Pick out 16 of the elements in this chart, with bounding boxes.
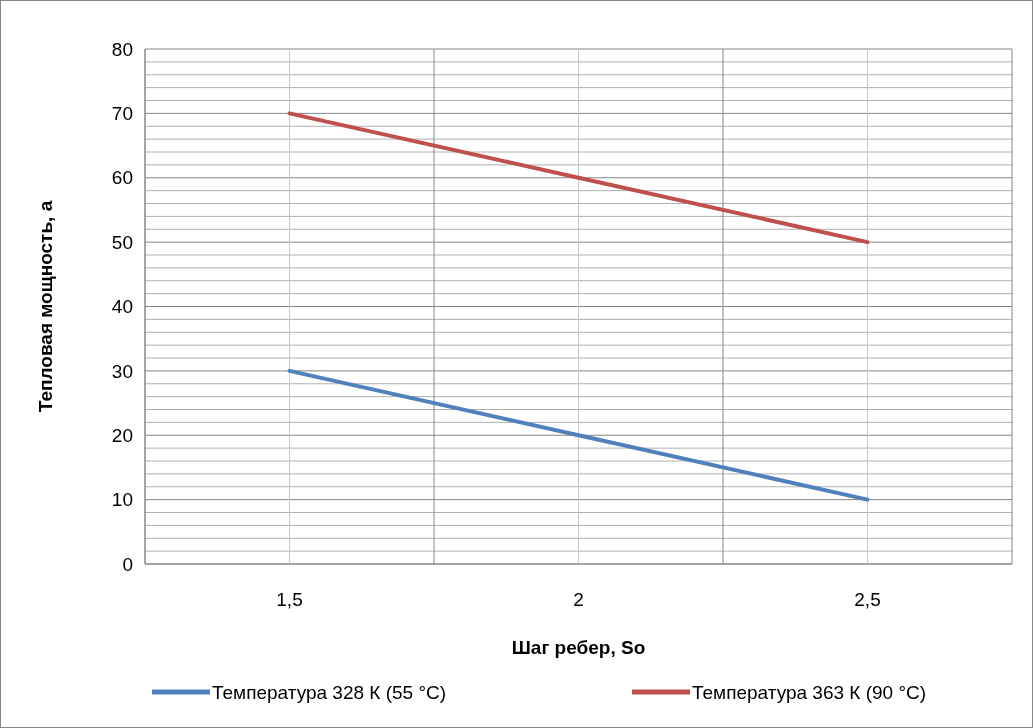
y-tick-label: 30 (111, 360, 133, 382)
x-tick-label: 1,5 (276, 589, 303, 610)
x-tick-label: 2 (573, 589, 584, 610)
x-axis-title: Шаг ребер, So (511, 637, 646, 658)
y-tick-label: 60 (111, 167, 133, 189)
y-tick-label: 80 (111, 38, 133, 60)
legend-label: Температура 328 К (55 °С) (212, 681, 447, 703)
y-tick-label: 10 (111, 489, 133, 511)
y-tick-label: 50 (111, 231, 133, 253)
legend-label: Температура 363 К (90 °С) (692, 681, 927, 703)
y-tick-label: 20 (111, 424, 133, 446)
y-tick-label: 0 (122, 553, 133, 575)
x-tick-label: 2,5 (854, 589, 881, 610)
y-tick-label: 40 (111, 296, 133, 318)
y-axis-title: Тепловая мощность, а (35, 200, 56, 413)
y-tick-label: 70 (111, 103, 133, 125)
